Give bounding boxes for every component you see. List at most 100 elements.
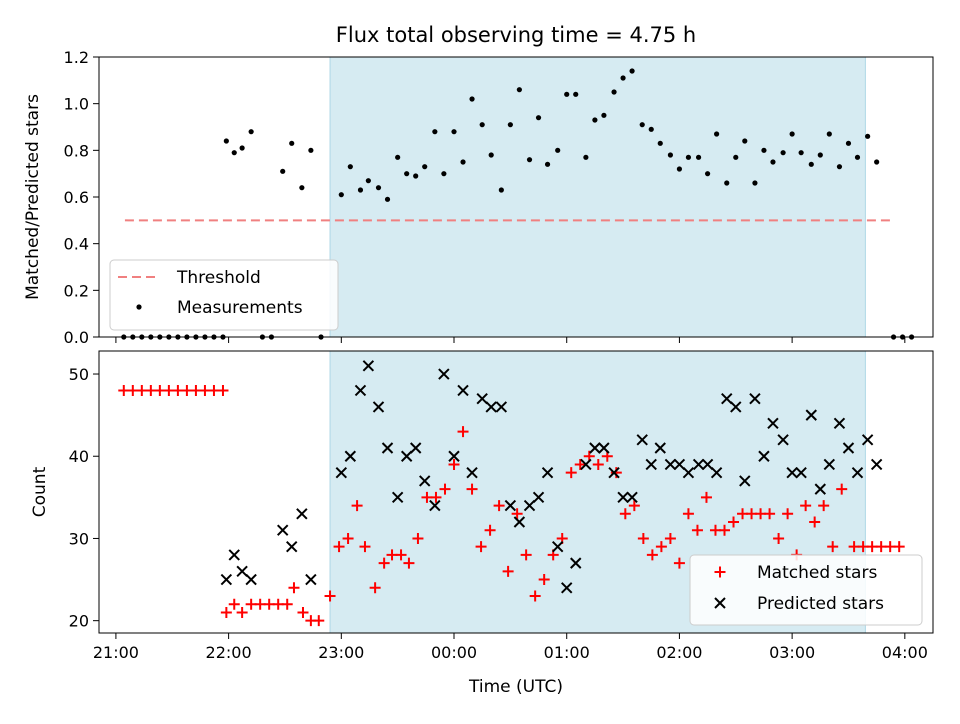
measurement-point: [798, 150, 804, 156]
measurement-point: [685, 154, 692, 160]
measurement-point: [299, 185, 305, 191]
matched-star-point: [691, 524, 703, 536]
xtick-label: 01:00: [544, 643, 590, 662]
legend-matched-swatch: [714, 566, 726, 578]
measurement-point: [629, 68, 635, 74]
matched-star-point: [430, 491, 442, 503]
matched-star-point: [475, 541, 487, 553]
matched-star-point: [529, 590, 541, 602]
matched-star-point: [412, 532, 424, 544]
measurement-point: [555, 147, 561, 153]
measurement-point: [817, 152, 823, 158]
measurement-point: [535, 115, 542, 121]
measurement-point: [422, 164, 428, 170]
predicted-star-point: [372, 401, 385, 413]
predicted-star-point: [833, 417, 846, 430]
measurement-point: [854, 154, 861, 160]
matched-star-point: [403, 557, 415, 569]
predicted-star-point: [692, 458, 705, 471]
measurement-point: [375, 185, 382, 191]
matched-star-point: [818, 500, 830, 512]
matched-star-point: [628, 500, 640, 512]
measurement-point: [695, 154, 702, 160]
measurement-point: [639, 122, 645, 128]
xtick-label: 02:00: [656, 643, 702, 662]
measurement-point: [413, 173, 419, 179]
matched-star-point: [342, 532, 354, 544]
measurement-point: [564, 91, 570, 97]
predicted-star-point: [485, 401, 497, 413]
matched-star-point: [457, 426, 469, 438]
predicted-star-point: [541, 466, 554, 479]
legend-label: Matched stars: [757, 563, 877, 583]
matched-star-point: [655, 541, 667, 553]
predicted-star-point: [276, 524, 289, 536]
measurement-point: [239, 145, 245, 151]
matched-star-point: [664, 532, 676, 544]
predicted-star-point: [296, 508, 308, 520]
predicted-star-point: [749, 392, 761, 405]
predicted-star-point: [654, 442, 666, 454]
predicted-star-point: [701, 458, 714, 471]
matched-star-point: [773, 532, 785, 544]
measurement-point: [280, 168, 286, 174]
predicted-star-point: [682, 466, 695, 479]
predicted-star-point: [851, 466, 864, 479]
predicted-star-point: [561, 582, 573, 594]
measurement-point: [780, 150, 786, 156]
predicted-star-point: [362, 360, 375, 372]
measurement-point: [469, 96, 475, 102]
measurement-point: [826, 131, 832, 137]
measurement-point: [451, 129, 457, 135]
matched-star-point: [565, 467, 577, 479]
bottom-xlabel: Time (UTC): [468, 677, 563, 697]
predicted-star-point: [495, 401, 508, 413]
measurement-point: [808, 161, 814, 167]
bottom-legend-box: [689, 554, 923, 626]
predicted-star-point: [814, 483, 827, 495]
predicted-star-point: [335, 466, 348, 479]
predicted-star-point: [870, 458, 883, 471]
matched-star-point: [236, 606, 248, 618]
top-axes-frame: [98, 56, 934, 338]
matched-star-point: [893, 541, 905, 553]
matched-star-point: [764, 508, 776, 520]
matched-star-point: [281, 598, 293, 610]
predicted-star-point: [513, 516, 526, 528]
predicted-star-point: [570, 557, 582, 569]
predicted-star-point: [673, 458, 686, 471]
top-ytick-label: 0.2: [64, 281, 89, 300]
matched-star-point: [637, 532, 649, 544]
measurement-point: [845, 140, 852, 146]
measurement-point: [724, 180, 730, 186]
matched-star-point: [228, 598, 240, 610]
chart-title: Flux total observing time = 4.75 h: [336, 23, 696, 47]
predicted-star-point: [710, 466, 723, 479]
xtick-label: 00:00: [431, 643, 477, 662]
predicted-star-point: [739, 475, 751, 487]
matched-star-point: [493, 500, 505, 512]
measurement-point: [742, 138, 748, 144]
predicted-star-point: [617, 491, 629, 504]
matched-star-point: [466, 483, 478, 495]
predicted-star-point: [805, 409, 817, 421]
predicted-star-point: [608, 466, 620, 479]
top-ytick-label: 0.4: [64, 235, 89, 254]
bottom-ylabel: Count: [30, 466, 50, 517]
predicted-star-point: [344, 450, 357, 462]
predicted-star-point: [228, 549, 240, 561]
predicted-star-point: [400, 450, 413, 462]
matched-star-point: [378, 557, 390, 569]
measurement-point: [583, 154, 589, 160]
top-ytick-label: 0.6: [64, 188, 89, 207]
predicted-star-point: [419, 475, 431, 487]
legend-label: Threshold: [176, 268, 261, 288]
measurement-point: [516, 87, 522, 93]
measurement-point: [752, 180, 758, 186]
measurement-point: [404, 171, 410, 177]
measurement-point: [384, 196, 391, 202]
measurement-point: [611, 89, 617, 95]
measurement-point: [248, 129, 254, 135]
predicted-star-point: [767, 417, 779, 430]
measurement-point: [544, 161, 551, 167]
